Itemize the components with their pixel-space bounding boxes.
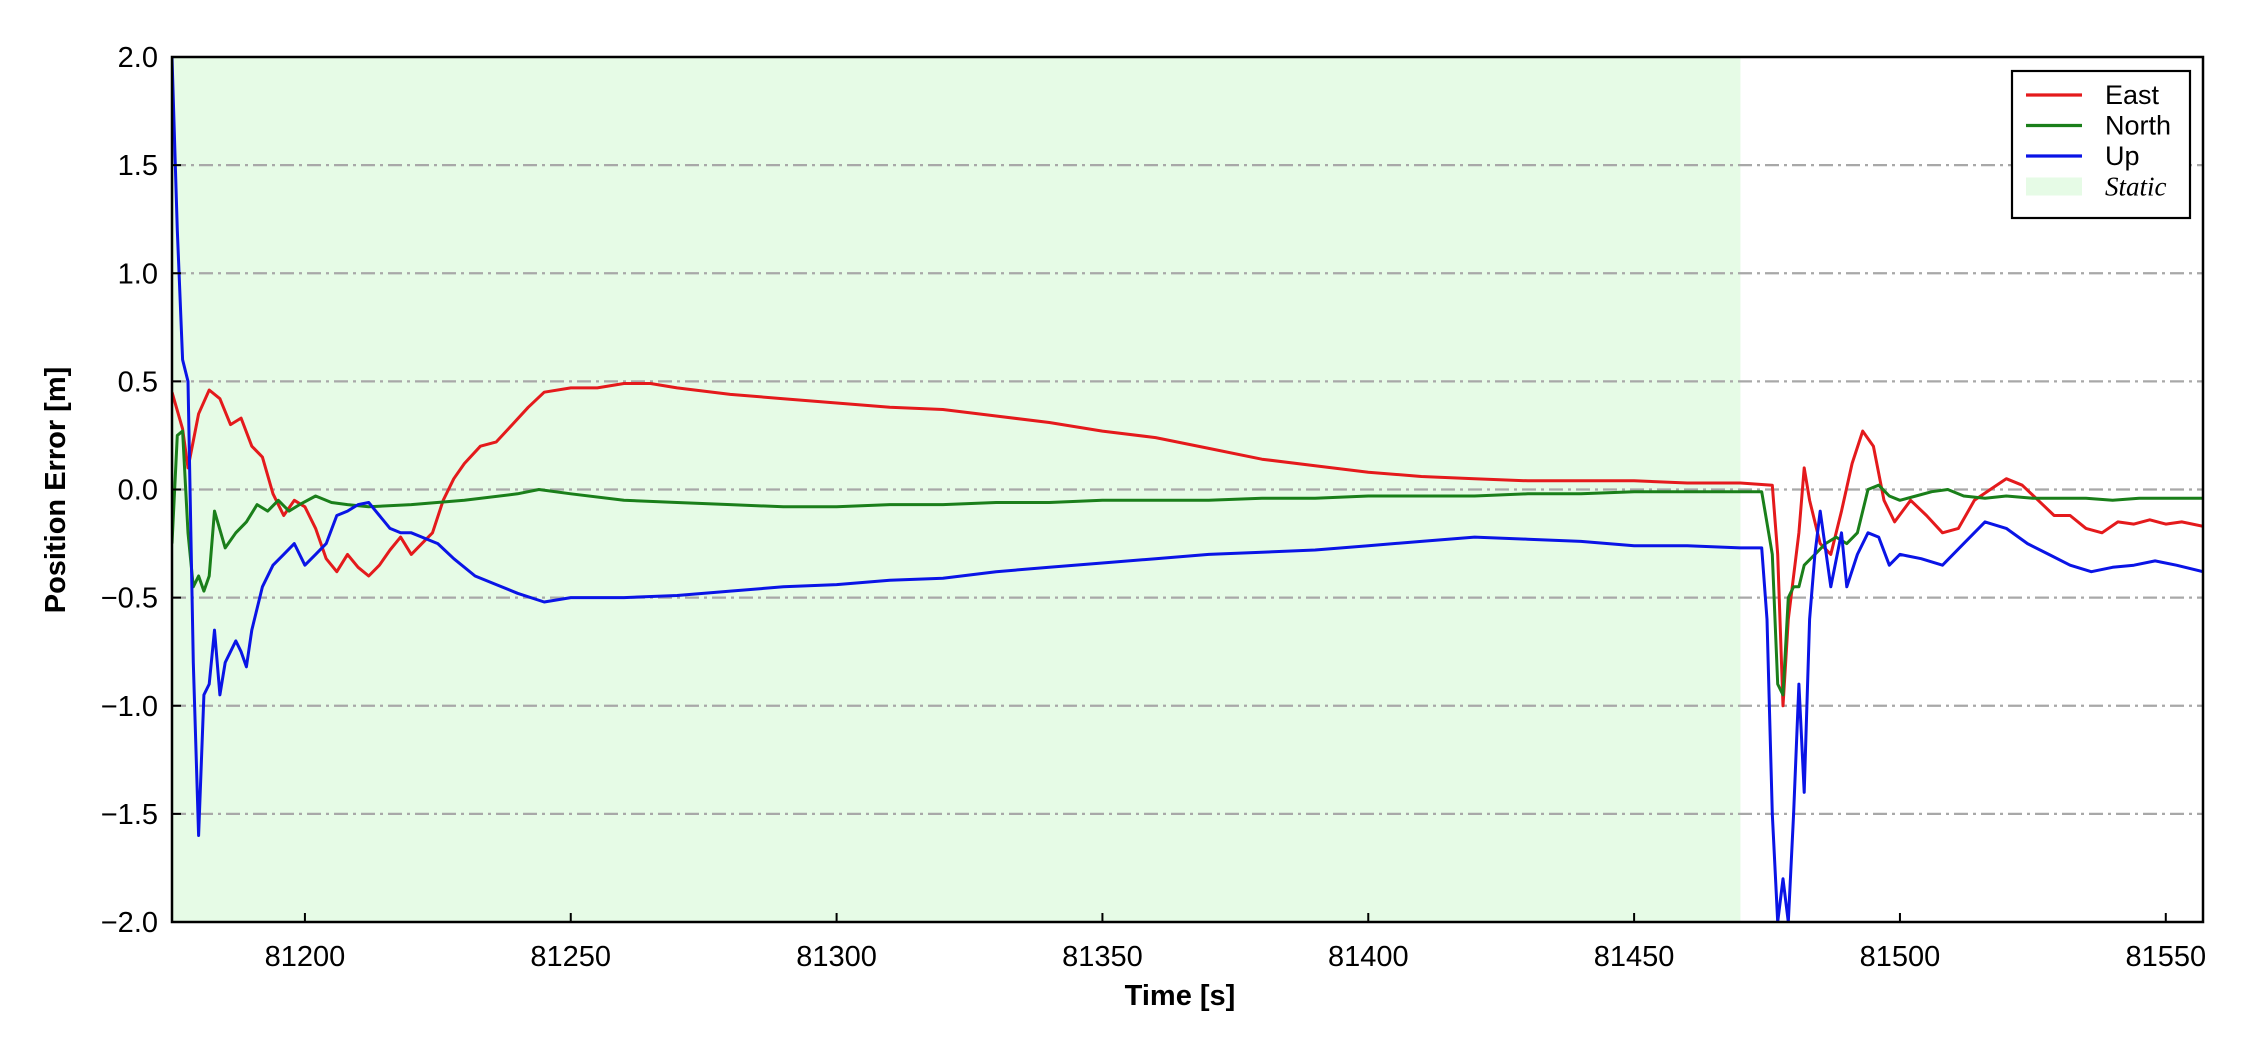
legend-label-east: East — [2105, 80, 2160, 110]
y-tick-label: −1.0 — [101, 691, 158, 723]
x-tick-label: 81300 — [796, 941, 877, 973]
y-tick-label: 1.5 — [118, 150, 158, 182]
y-tick-label: 1.0 — [118, 258, 158, 290]
x-tick-label: 81400 — [1328, 941, 1409, 973]
x-tick-label: 81350 — [1062, 941, 1143, 973]
x-tick-label: 81500 — [1860, 941, 1941, 973]
series-line-up — [172, 57, 2203, 922]
x-tick-label: 81550 — [2125, 941, 2206, 973]
y-tick-label: 0.0 — [118, 475, 158, 507]
series-line-east — [172, 382, 2203, 708]
axis-ticks: 81200 81250 81300 81350 81400 81450 81500 81550… — [101, 42, 2206, 973]
legend-label-north: North — [2105, 111, 2171, 141]
series-line-north — [172, 429, 2203, 697]
y-tick-label: 2.0 — [118, 42, 158, 74]
y-tick-label: −0.5 — [101, 583, 158, 615]
y-tick-label: 0.5 — [118, 366, 158, 398]
y-tick-label: −1.5 — [101, 799, 158, 831]
x-tick-label: 81250 — [530, 941, 611, 973]
x-tick-label: 81450 — [1594, 941, 1675, 973]
series-lines — [172, 57, 2203, 922]
x-tick-label: 81200 — [265, 941, 346, 973]
legend-swatch-static — [2026, 177, 2082, 196]
legend-label-static: Static — [2105, 172, 2167, 202]
x-axis-title: Time [s] — [1125, 980, 1236, 1012]
legend-label-up: Up — [2105, 141, 2140, 171]
y-axis-title: Position Error [m] — [40, 367, 72, 614]
y-tick-label: −2.0 — [101, 907, 158, 939]
